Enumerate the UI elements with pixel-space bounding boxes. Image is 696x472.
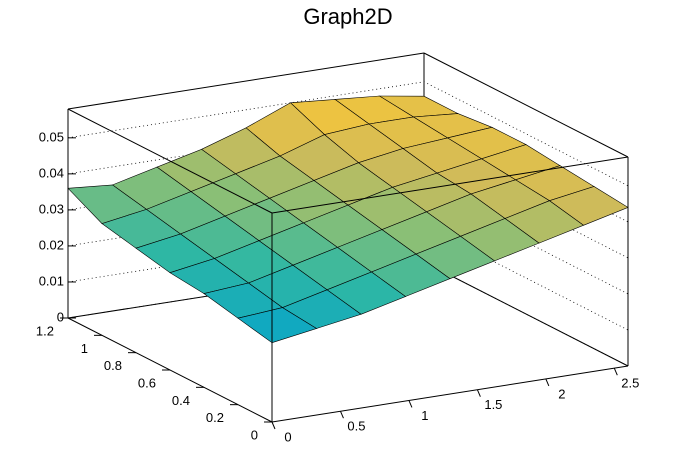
x-tick [613,367,618,376]
chart-title: Graph2D [303,4,392,29]
surface-patch [237,307,318,344]
x-tick [476,389,481,397]
z-tick-label: 0.05 [39,129,64,144]
x-tick [271,421,276,430]
box-edge [67,108,273,214]
z-tick-label: 0.03 [39,201,64,216]
y-tick-label: 1.2 [36,323,54,338]
x-tick-label: 1.5 [484,397,502,412]
x-tick [408,400,413,408]
x-tick-label: 0 [284,429,291,444]
box-edge [271,365,629,423]
x-tick-label: 0.5 [347,419,365,434]
z-tick-label: 0.01 [39,273,64,288]
z-tick-label: 0 [57,309,64,324]
box-edge [271,156,629,214]
grid-line [67,81,629,187]
box-edge [423,52,629,158]
y-tick-label: 0 [251,427,258,442]
y-tick-label: 0.6 [138,375,156,390]
box-edge [423,261,629,367]
y-tick-label: 0.4 [172,393,190,408]
x-tick-label: 2 [558,386,565,401]
z-tick-label: 0.02 [39,237,64,252]
y-tick-label: 0.8 [104,358,122,373]
x-tick [340,411,344,419]
z-tick-label: 0.04 [39,165,64,180]
y-tick-label: 1 [81,341,88,356]
x-tick [545,378,550,387]
x-tick-label: 2.5 [621,376,639,391]
x-tick-label: 1 [421,408,428,423]
y-tick-label: 0.2 [206,410,224,425]
box-edge [67,52,425,110]
